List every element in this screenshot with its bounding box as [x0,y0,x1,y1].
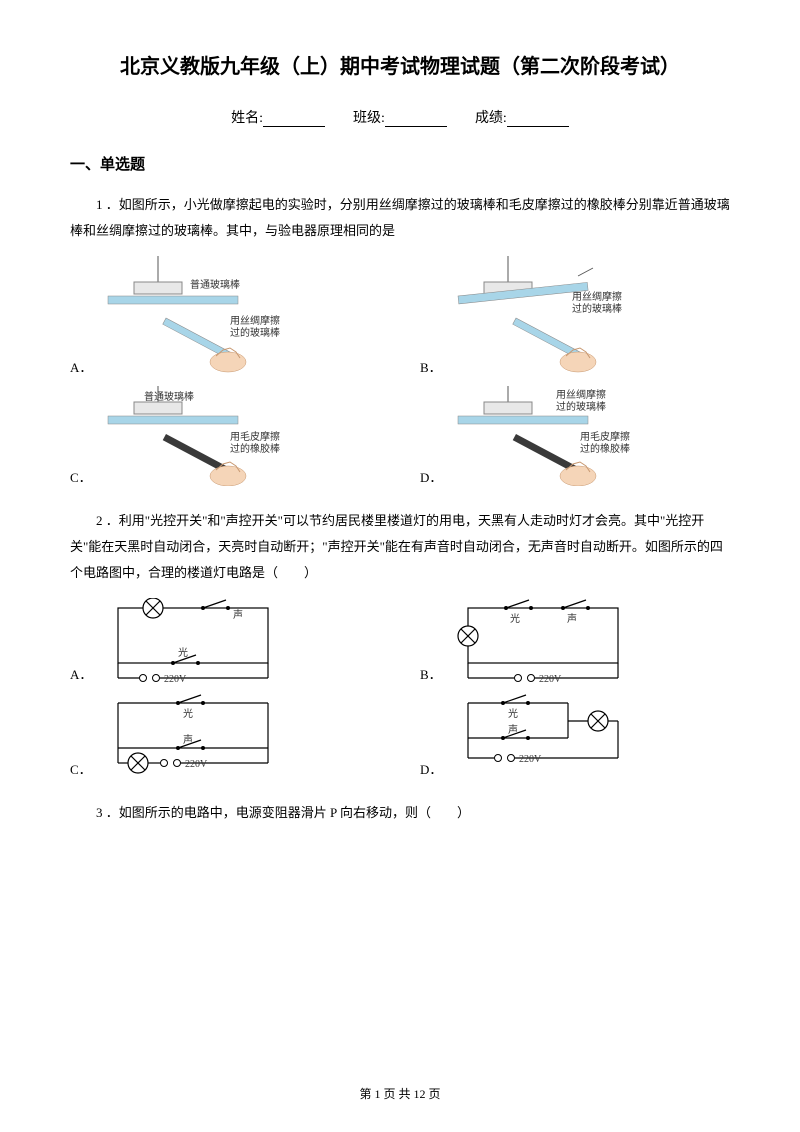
svg-text:光: 光 [178,646,188,659]
svg-text:普通玻璃棒: 普通玻璃棒 [144,390,194,403]
svg-text:用丝绸摩擦: 用丝绸摩擦 [572,290,622,303]
q2-num: 2 ． [96,513,119,528]
q2-option-b: B． 光 声 220V [420,598,730,683]
svg-text:220V: 220V [164,674,187,683]
svg-text:过的玻璃棒: 过的玻璃棒 [230,326,280,339]
page-footer: 第 1 页 共 12 页 [0,1085,800,1102]
option-letter-a: A． [70,357,92,376]
q1-options: A． 普通玻璃棒 用丝绸摩擦 过的玻璃棒 B． 用丝绸摩擦 [70,256,730,486]
q2-option-a: A． 声 光 220V [70,598,380,683]
svg-text:用毛皮摩擦: 用毛皮摩擦 [580,430,630,443]
svg-text:用毛皮摩擦: 用毛皮摩擦 [230,430,280,443]
svg-text:用丝绸摩擦: 用丝绸摩擦 [230,314,280,327]
q2-options: A． 声 光 220V B． [70,598,730,778]
q2-option-d: D． 光 声 [420,693,730,778]
question-3: 3 ．如图所示的电路中，电源变阻器滑片 P 向右移动，则（ ） [70,800,730,826]
svg-text:声: 声 [508,723,518,736]
page-title: 北京义教版九年级（上）期中考试物理试题（第二次阶段考试） [70,50,730,79]
svg-text:声: 声 [233,608,243,621]
svg-text:220V: 220V [539,674,562,683]
q1-diagram-b: 用丝绸摩擦 过的玻璃棒 [448,256,658,376]
svg-text:过的橡胶棒: 过的橡胶棒 [580,442,630,455]
q2-circuit-d: 光 声 220V [448,693,638,778]
svg-text:220V: 220V [185,759,208,770]
q3-text: 如图所示的电路中，电源变阻器滑片 P 向右移动，则（ ） [119,805,470,820]
q2-circuit-b: 光 声 220V [448,598,638,683]
q1-text: 如图所示，小光做摩擦起电的实验时，分别用丝绸摩擦过的玻璃棒和毛皮摩擦过的橡胶棒分… [70,197,730,238]
svg-text:声: 声 [183,733,193,746]
name-label: 姓名: [231,111,263,126]
option-letter-d: D． [420,467,442,486]
q3-num: 3 ． [96,805,119,820]
class-blank [385,113,447,127]
q1-diagram-a: 普通玻璃棒 用丝绸摩擦 过的玻璃棒 [98,256,308,376]
name-blank [263,113,325,127]
svg-text:普通玻璃棒: 普通玻璃棒 [190,278,240,291]
class-label: 班级: [353,111,385,126]
svg-text:声: 声 [567,612,577,625]
svg-text:用丝绸摩擦: 用丝绸摩擦 [556,388,606,401]
q2-option-c: C． 光 声 220V [70,693,380,778]
q2-text: 利用"光控开关"和"声控开关"可以节约居民楼里楼道灯的用电，天黑有人走动时灯才会… [70,513,723,580]
section-1-header: 一、单选题 [70,153,730,174]
score-blank [507,113,569,127]
q2-circuit-c: 光 声 220V [98,693,288,778]
q1-option-d: D． 用丝绸摩擦 过的玻璃棒 用毛皮摩擦 过的橡胶棒 [420,386,730,486]
svg-text:过的玻璃棒: 过的玻璃棒 [572,302,622,315]
question-2: 2 ．利用"光控开关"和"声控开关"可以节约居民楼里楼道灯的用电，天黑有人走动时… [70,508,730,586]
svg-text:220V: 220V [519,754,542,765]
question-1: 1 ．如图所示，小光做摩擦起电的实验时，分别用丝绸摩擦过的玻璃棒和毛皮摩擦过的橡… [70,192,730,244]
svg-text:过的玻璃棒: 过的玻璃棒 [556,400,606,413]
q1-num: 1 ． [96,197,119,212]
q1-option-a: A． 普通玻璃棒 用丝绸摩擦 过的玻璃棒 [70,256,380,376]
q2-circuit-a: 声 光 220V [98,598,288,683]
q1-diagram-d: 用丝绸摩擦 过的玻璃棒 用毛皮摩擦 过的橡胶棒 [448,386,658,486]
q1-option-c: C． 普通玻璃棒 用毛皮摩擦 过的橡胶棒 [70,386,380,486]
svg-text:光: 光 [183,707,193,720]
svg-text:光: 光 [508,707,518,720]
svg-text:过的橡胶棒: 过的橡胶棒 [230,442,280,455]
svg-text:光: 光 [510,612,520,625]
option-letter-b: B． [420,357,442,376]
student-info-line: 姓名: 班级: 成绩: [70,107,730,127]
q1-diagram-c: 普通玻璃棒 用毛皮摩擦 过的橡胶棒 [98,386,308,486]
score-label: 成绩: [475,111,507,126]
option-letter-c: C． [70,467,92,486]
q1-option-b: B． 用丝绸摩擦 过的玻璃棒 [420,256,730,376]
